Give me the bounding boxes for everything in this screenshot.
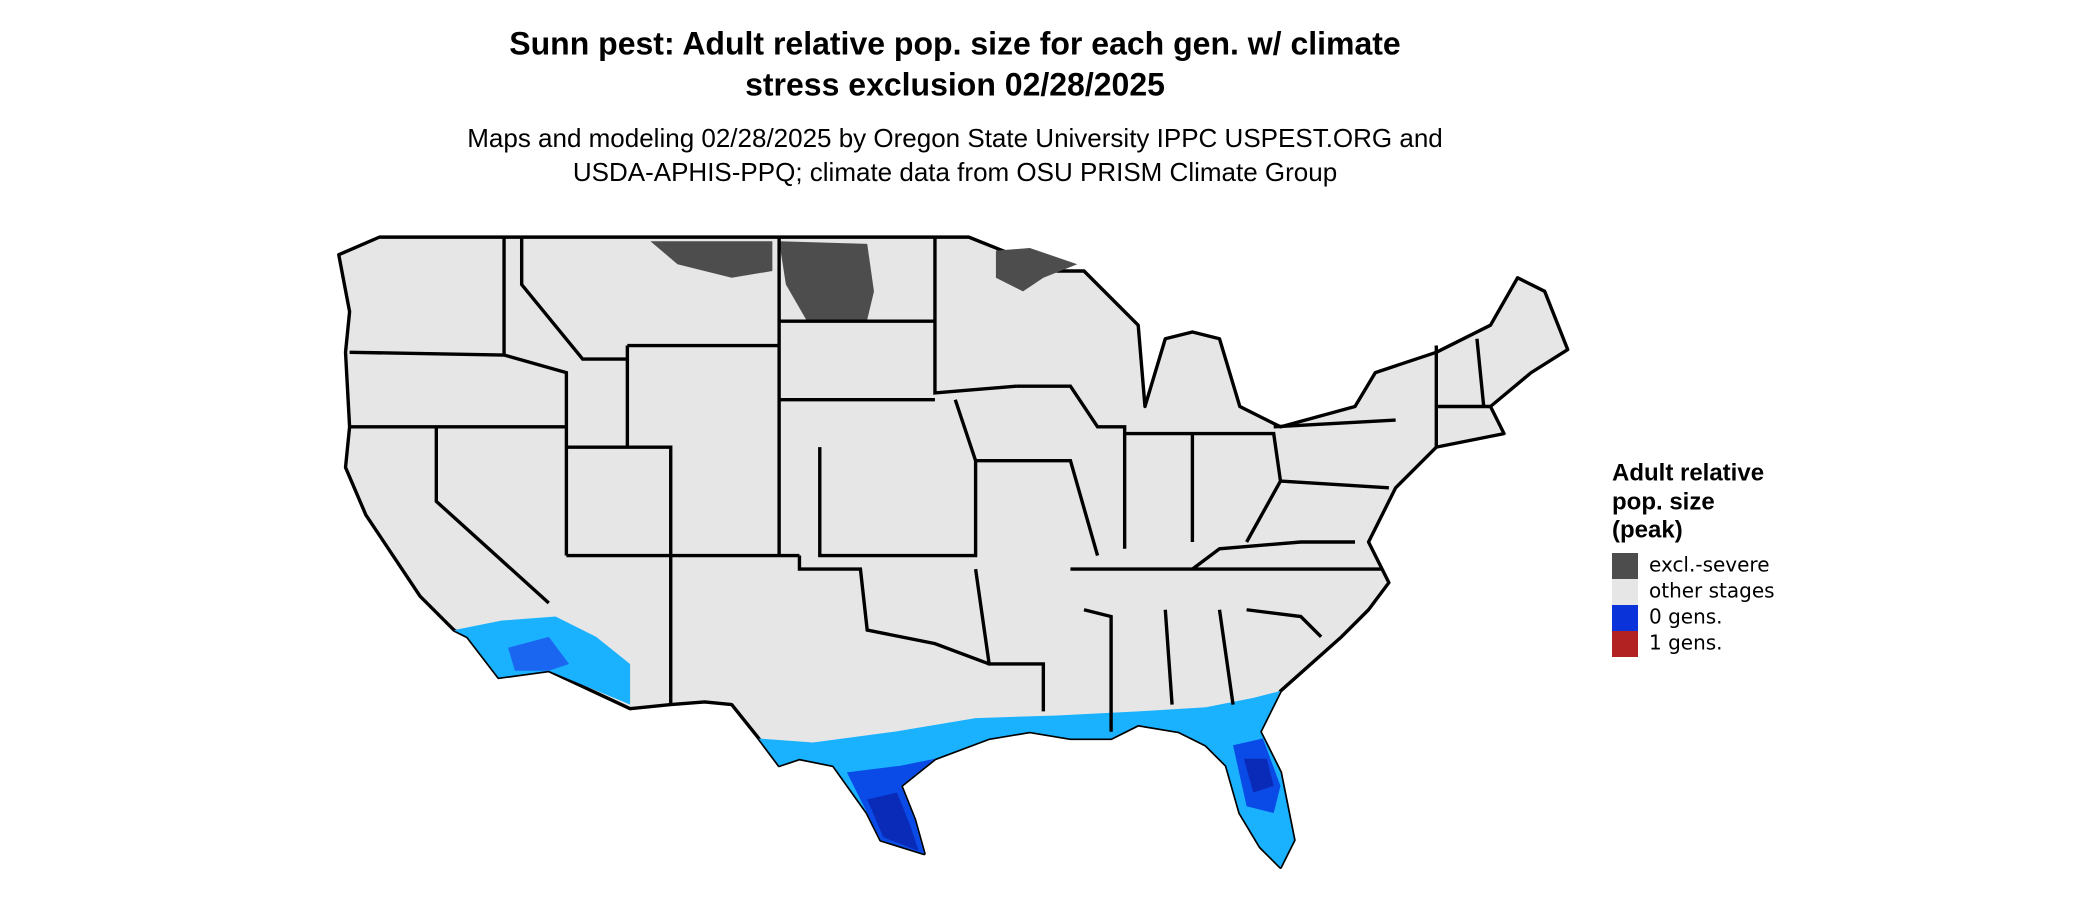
suitable-region (1243, 758, 1274, 793)
legend-label: 1 gens. (1649, 631, 1723, 655)
legend-label: excl.-severe (1649, 553, 1770, 577)
legend-label: 0 gens. (1649, 605, 1723, 629)
us-outline (337, 235, 1570, 869)
excluded-region (650, 241, 773, 278)
excluded-region (995, 247, 1078, 292)
legend-title: (peak) (1612, 516, 1683, 543)
suitable-region (867, 792, 919, 851)
subtitle-line: Maps and modeling 02/28/2025 by Oregon S… (467, 123, 1443, 153)
legend-swatch (1612, 579, 1638, 605)
subtitle-line: USDA-APHIS-PPQ; climate data from OSU PR… (573, 157, 1337, 187)
us-map (337, 235, 1570, 869)
legend-swatch (1612, 605, 1638, 631)
legend-title: Adult relative (1612, 459, 1764, 486)
excluded-region (779, 241, 874, 320)
title-line: Sunn pest: Adult relative pop. size for … (509, 25, 1400, 61)
state-borders (349, 237, 1491, 732)
legend-title: pop. size (1612, 488, 1715, 515)
legend-label: other stages (1649, 579, 1775, 603)
legend-swatch (1612, 631, 1638, 657)
title-line: stress exclusion 02/28/2025 (745, 66, 1165, 102)
suitable-region (508, 636, 570, 671)
legend-swatch (1612, 553, 1638, 579)
